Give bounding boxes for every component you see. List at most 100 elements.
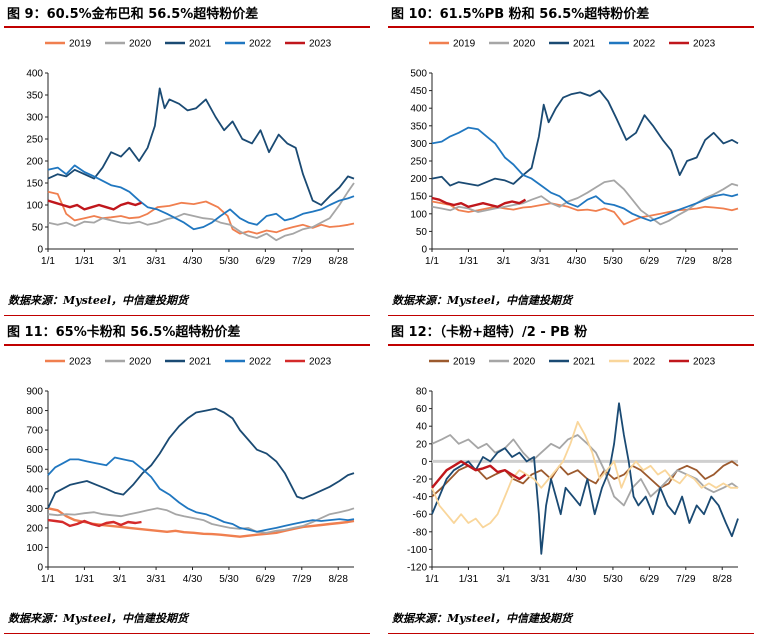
figure-title: 图 9：60.5%金布巴和 56.5%超特粉价差 <box>4 4 370 28</box>
divider <box>4 315 370 316</box>
x-tick-label: 1/1 <box>425 574 439 585</box>
legend-label: 2023 <box>693 357 716 368</box>
y-tick-label: 350 <box>410 121 427 132</box>
y-tick-label: 700 <box>26 426 43 437</box>
x-tick-label: 5/30 <box>219 574 239 585</box>
figure-panel: 图 10：61.5%PB 粉和 56.5%超特粉价差 0 50 100 150 200 2… <box>388 4 754 322</box>
legend-label: 2023 <box>309 39 332 50</box>
x-tick-label: 3/31 <box>530 256 550 267</box>
y-tick-label: -40 <box>413 492 428 503</box>
x-tick-label: 8/28 <box>712 574 732 585</box>
series-line <box>47 518 142 528</box>
legend-label: 2021 <box>573 357 596 368</box>
legend-label: 2022 <box>249 357 272 368</box>
x-tick-label: 1/31 <box>75 574 95 585</box>
x-tick-label: 5/30 <box>603 256 623 267</box>
series-line <box>431 196 527 209</box>
x-tick-label: 3/31 <box>146 256 166 267</box>
y-tick-label: 100 <box>26 201 43 212</box>
y-tick-label: 0 <box>421 245 427 256</box>
x-tick-label: 3/1 <box>497 574 511 585</box>
series-line <box>431 126 739 222</box>
y-tick-label: 150 <box>26 179 43 190</box>
figure-source: 数据来源：Mysteel，中信建投期货 <box>8 294 189 307</box>
x-tick-label: 4/30 <box>567 574 587 585</box>
figure-panel: 图 12：（卡粉+超特）/2 - PB 粉 -120 -100 -80 -60 -40-… <box>388 322 754 640</box>
legend-label: 2023 <box>69 357 92 368</box>
figure-title: 图 12：（卡粉+超特）/2 - PB 粉 <box>388 322 754 346</box>
legend-label: 2020 <box>513 39 536 50</box>
x-tick-label: 6/29 <box>640 256 660 267</box>
y-tick-label: 40 <box>416 422 428 433</box>
y-tick-label: 0 <box>37 563 43 574</box>
y-tick-label: 500 <box>410 69 427 80</box>
legend-label: 2020 <box>129 39 152 50</box>
x-tick-label: 5/30 <box>603 574 623 585</box>
x-tick-label: 3/1 <box>497 256 511 267</box>
series-line <box>431 179 739 226</box>
y-tick-label: -80 <box>413 527 428 538</box>
x-tick-label: 6/29 <box>256 574 276 585</box>
divider <box>388 315 754 316</box>
x-tick-label: 8/28 <box>328 574 348 585</box>
y-tick-label: 400 <box>410 104 427 115</box>
legend-label: 2020 <box>129 357 152 368</box>
y-tick-label: 100 <box>410 209 427 220</box>
legend-label: 2023 <box>693 39 716 50</box>
y-tick-label: 300 <box>26 504 43 515</box>
legend-label: 2019 <box>453 39 476 50</box>
x-tick-label: 6/29 <box>640 574 660 585</box>
series-line <box>47 87 355 206</box>
figure-source: 数据来源：Mysteel，中信建投期货 <box>392 612 573 625</box>
x-tick-label: 4/30 <box>183 256 203 267</box>
divider <box>388 633 754 634</box>
y-tick-label: -120 <box>407 563 427 574</box>
y-tick-label: 900 <box>26 387 43 398</box>
x-tick-label: 5/30 <box>219 256 239 267</box>
divider <box>4 633 370 634</box>
y-tick-label: -20 <box>413 475 428 486</box>
series-line <box>431 420 738 529</box>
figure-source: 数据来源：Mysteel，中信建投期货 <box>8 612 189 625</box>
y-tick-label: 200 <box>26 157 43 168</box>
y-tick-label: 150 <box>410 192 427 203</box>
y-tick-label: 0 <box>421 457 427 468</box>
x-tick-label: 1/31 <box>75 256 95 267</box>
y-tick-label: 800 <box>26 406 43 417</box>
legend-label: 2019 <box>453 357 476 368</box>
x-tick-label: 7/29 <box>292 574 312 585</box>
x-tick-label: 3/1 <box>113 574 127 585</box>
x-tick-label: 8/28 <box>328 256 348 267</box>
x-tick-label: 4/30 <box>183 574 203 585</box>
x-tick-label: 3/1 <box>113 256 127 267</box>
y-tick-label: -100 <box>407 545 427 556</box>
series-line <box>47 199 142 211</box>
legend-label: 2021 <box>189 357 212 368</box>
series-line <box>431 200 739 226</box>
x-tick-label: 1/1 <box>41 574 55 585</box>
x-tick-label: 7/29 <box>676 256 696 267</box>
series-line <box>47 407 355 509</box>
y-tick-label: 200 <box>26 523 43 534</box>
legend-label: 2021 <box>189 39 212 50</box>
y-tick-label: 100 <box>26 543 43 554</box>
line-chart: 0 50 100 150 200 250 300 350 400 1/1 1/31 3/1 3/31 4/… <box>26 39 355 267</box>
figure-panel: 图 9：60.5%金布巴和 56.5%超特粉价差 0 50 100 150 200 250… <box>4 4 370 322</box>
x-tick-label: 7/29 <box>676 574 696 585</box>
y-tick-label: 250 <box>410 157 427 168</box>
legend-label: 2019 <box>69 39 92 50</box>
x-tick-label: 6/29 <box>256 256 276 267</box>
legend-label: 2022 <box>249 39 272 50</box>
line-chart: 0 50 100 150 200 250 300 350 400 450 500 1/1 1/31 3/1… <box>410 39 739 267</box>
y-tick-label: 450 <box>410 86 427 97</box>
x-tick-label: 4/30 <box>567 256 587 267</box>
legend-label: 2022 <box>633 357 656 368</box>
series-line <box>47 456 355 533</box>
y-tick-label: 300 <box>410 139 427 150</box>
y-tick-label: 200 <box>410 174 427 185</box>
x-tick-label: 1/31 <box>459 256 479 267</box>
y-tick-label: 400 <box>26 69 43 80</box>
x-tick-label: 3/31 <box>146 574 166 585</box>
x-tick-label: 1/1 <box>425 256 439 267</box>
x-tick-label: 1/1 <box>41 256 55 267</box>
